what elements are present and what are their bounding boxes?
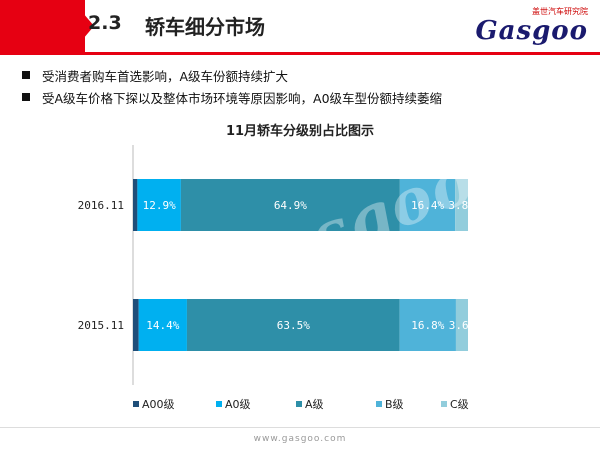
page-title: 轿车细分市场 <box>145 15 265 39</box>
legend-swatch <box>296 401 302 407</box>
data-label: 3.6% <box>449 319 476 332</box>
bullet-square-icon <box>22 93 30 101</box>
data-label: 63.5% <box>277 319 310 332</box>
data-label: 14.4% <box>146 319 179 332</box>
bar-segment <box>399 179 456 231</box>
data-label: 12.9% <box>143 199 176 212</box>
legend-swatch <box>441 401 447 407</box>
bullet-item: 受A级车价格下探以及整体市场环境等原因影响，A0级车型份额持续萎缩 <box>22 86 442 108</box>
data-label: 64.9% <box>274 199 307 212</box>
legend-swatch <box>216 401 222 407</box>
legend-label: B级 <box>385 398 404 411</box>
bar-segment <box>138 299 187 351</box>
legend-label: A级 <box>305 398 324 411</box>
category-label: 2015.11 <box>78 319 124 332</box>
bar-segment <box>133 179 138 231</box>
logo-cn: 盖世汽车研究院 <box>532 7 588 16</box>
bullet-square-icon <box>22 71 30 79</box>
bar-segment <box>186 299 400 351</box>
header-arrow <box>72 0 94 52</box>
legend-label: A0级 <box>225 398 251 411</box>
header-red-bar <box>0 0 85 52</box>
bullet-item: 受消费者购车首选影响，A级车份额持续扩大 <box>22 64 442 86</box>
logo-en: Gasgoo <box>475 16 588 46</box>
section-number: 2.3 <box>88 12 122 34</box>
footer-url: www.gasgoo.com <box>253 434 347 444</box>
category-label: 2016.11 <box>78 199 124 212</box>
slide-header: 2.3 轿车细分市场 盖世汽车研究院 Gasgoo <box>0 0 600 52</box>
bar-segment <box>399 299 456 351</box>
bullet-list: 受消费者购车首选影响，A级车份额持续扩大 受A级车价格下探以及整体市场环境等原因… <box>22 64 442 108</box>
legend-swatch <box>133 401 139 407</box>
bar-segment <box>455 179 468 231</box>
gasgoo-logo: 盖世汽车研究院 Gasgoo <box>475 6 588 48</box>
data-label: 16.8% <box>411 319 444 332</box>
legend-item: A00级 <box>133 398 175 411</box>
legend-label: A00级 <box>142 398 175 411</box>
bar-segment <box>180 179 400 231</box>
bar-segment <box>137 179 181 231</box>
legend-label: C级 <box>450 398 469 411</box>
header-divider <box>0 52 600 55</box>
bar-segment <box>455 299 468 351</box>
chart-title: 11月轿车分级别占比图示 <box>226 123 374 139</box>
legend-item: A0级 <box>216 398 251 411</box>
legend-swatch <box>376 401 382 407</box>
bullet-text: 受A级车价格下探以及整体市场环境等原因影响，A0级车型份额持续萎缩 <box>42 90 443 106</box>
data-label: 3.8% <box>448 199 475 212</box>
footer-divider <box>0 427 600 428</box>
bar-segment <box>133 299 139 351</box>
stacked-bar-chart: 11月轿车分级别占比图示 12.9% 64.9% 16.4% 3.8% 14.4% 63.… <box>78 123 476 411</box>
data-label: 16.4% <box>411 199 444 212</box>
legend-item: C级 <box>441 398 469 411</box>
legend-item: B级 <box>376 398 404 411</box>
legend-item: A级 <box>296 398 324 411</box>
bullet-text: 受消费者购车首选影响，A级车份额持续扩大 <box>42 68 289 84</box>
